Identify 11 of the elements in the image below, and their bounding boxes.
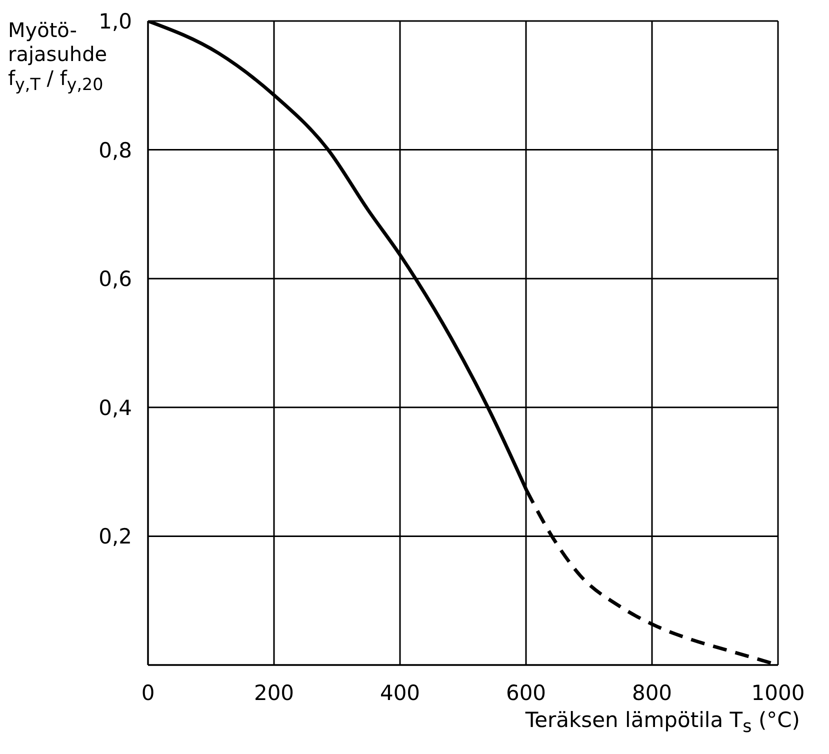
x-tick-label: 400 (380, 680, 420, 705)
y-tick-label: 0,8 (98, 138, 132, 162)
x-tick-label: 0 (141, 680, 155, 705)
x-tick-label: 600 (506, 680, 546, 705)
y-tick-label: 0,4 (98, 396, 132, 420)
x-axis-title: Teräksen lämpötila T$_{s}$ (°C) (525, 708, 800, 738)
x-tick-label: 800 (632, 680, 672, 705)
y-tick-label: 0,2 (98, 524, 132, 549)
x-tick-label: 200 (254, 680, 294, 705)
x-tick-label: 1000 (751, 680, 805, 705)
y-tick-label: 0,6 (98, 267, 132, 292)
